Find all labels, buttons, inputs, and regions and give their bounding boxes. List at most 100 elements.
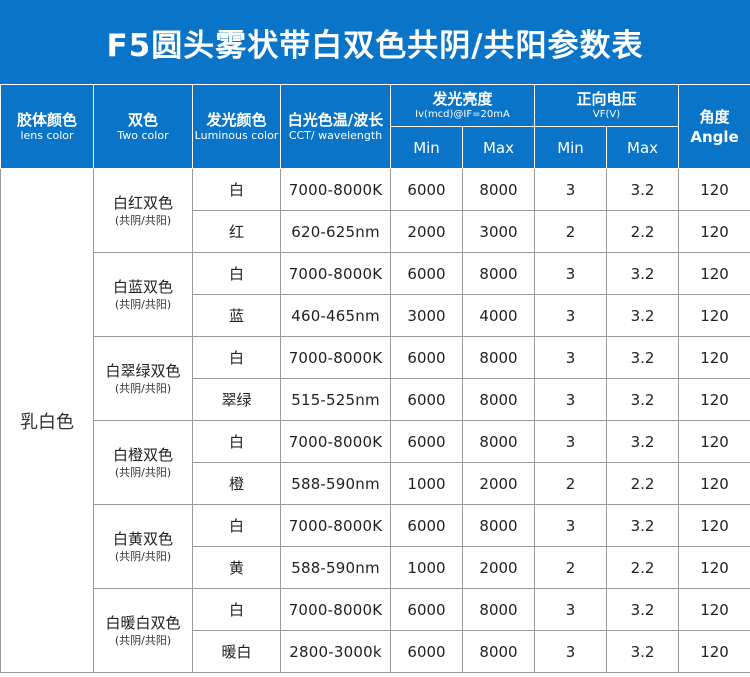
cell-vf-max: 3.2 [605, 168, 680, 211]
cell-vf-max: 2.2 [605, 546, 680, 589]
table-row: 白橙双色 (共阴/共阳) 白 7000-8000K 6000 8000 3 3.2 120 [1, 420, 750, 505]
header-iv-min: Min [390, 126, 463, 169]
cell-vf-max: 3.2 [605, 378, 680, 421]
cell-vf-min: 3 [534, 588, 607, 631]
header-two-color-en: Two color [117, 128, 169, 142]
cell-luminous-color: 橙 [192, 462, 281, 505]
header-lens-color: 胶体颜色 lens color [0, 84, 94, 169]
cell-vf-max: 2.2 [605, 210, 680, 253]
cell-luminous-color: 翠绿 [192, 378, 281, 421]
table-row: 白翠绿双色 (共阴/共阳) 白 7000-8000K 6000 8000 3 3.2 120 [1, 336, 750, 421]
header-vf-en: VF(V) [592, 109, 621, 120]
cell-iv-max: 3000 [462, 210, 535, 253]
parameter-table: 胶体颜色 lens color 双色 Two color 发光颜色 Lumino… [0, 84, 750, 673]
cell-iv-max: 8000 [462, 252, 535, 295]
table-row: 白暖白双色 (共阴/共阳) 白 7000-8000K 6000 8000 3 3.2 120 [1, 588, 750, 673]
two-color-name: 白黄双色 [112, 530, 173, 548]
cell-iv-min: 6000 [390, 378, 463, 421]
cell-cct: 2800-3000k [280, 630, 391, 673]
cell-vf-min: 2 [534, 210, 607, 253]
header-two-color-cn: 双色 [127, 110, 158, 129]
cell-two-color: 白蓝双色 (共阴/共阳) [93, 252, 193, 337]
header-angle-en: Angle [690, 127, 739, 146]
header-lens-color-cn: 胶体颜色 [16, 110, 77, 129]
cell-luminous-color: 白 [192, 336, 281, 379]
cell-angle: 120 [678, 252, 750, 295]
cell-angle: 120 [678, 336, 750, 379]
cell-angle: 120 [678, 210, 750, 253]
cell-iv-max: 8000 [462, 336, 535, 379]
header-luminous-intensity: 发光亮度 Iv(mcd)@IF=20mA [390, 84, 535, 127]
cell-vf-min: 3 [534, 504, 607, 547]
header-iv-cn: 发光亮度 [432, 90, 493, 108]
cell-angle: 120 [678, 630, 750, 673]
table-row: 暖白 2800-3000k 6000 8000 3 3.2 120 [1, 630, 750, 673]
two-color-sub: (共阴/共阳) [114, 298, 172, 311]
cell-two-color: 白暖白双色 (共阴/共阳) [93, 588, 193, 673]
table-row: 黄 588-590nm 1000 2000 2 2.2 120 [1, 546, 750, 589]
cell-cct: 515-525nm [280, 378, 391, 421]
header-luminous-color-en: Luminous color [194, 128, 279, 142]
cell-vf-min: 3 [534, 168, 607, 211]
cell-two-color: 白黄双色 (共阴/共阳) [93, 504, 193, 589]
cell-iv-max: 8000 [462, 378, 535, 421]
table-row: 翠绿 515-525nm 6000 8000 3 3.2 120 [1, 378, 750, 421]
header-lens-color-en: lens color [20, 128, 74, 142]
table-body: 乳白色 白红双色 (共阴/共阳) 白 7000-8000K 6000 8000 3 3.2 120… [0, 168, 750, 673]
cell-luminous-color: 黄 [192, 546, 281, 589]
cell-luminous-color: 白 [192, 420, 281, 463]
cell-angle: 120 [678, 588, 750, 631]
table-row: 白黄双色 (共阴/共阳) 白 7000-8000K 6000 8000 3 3.2 120 [1, 504, 750, 589]
cell-angle: 120 [678, 294, 750, 337]
cell-cct: 7000-8000K [280, 168, 391, 211]
page-title: F5圆头雾状带白双色共阴/共阳参数表 [0, 0, 750, 84]
header-iv-max: Max [462, 126, 535, 169]
cell-vf-min: 3 [534, 336, 607, 379]
cell-angle: 120 [678, 462, 750, 505]
cell-iv-min: 1000 [390, 546, 463, 589]
header-luminous-color: 发光颜色 Luminous color [192, 84, 281, 169]
two-color-sub: (共阴/共阳) [114, 382, 172, 395]
cell-iv-max: 8000 [462, 588, 535, 631]
header-iv-en: Iv(mcd)@IF=20mA [415, 109, 510, 120]
cell-iv-max: 8000 [462, 420, 535, 463]
cell-angle: 120 [678, 168, 750, 211]
cell-vf-max: 3.2 [605, 588, 680, 631]
cell-iv-max: 4000 [462, 294, 535, 337]
cell-iv-min: 6000 [390, 336, 463, 379]
cell-iv-min: 6000 [390, 252, 463, 295]
cell-iv-max: 2000 [462, 462, 535, 505]
cell-two-color: 白翠绿双色 (共阴/共阳) [93, 336, 193, 421]
header-cct-cn: 白光色温/波长 [287, 110, 384, 129]
cell-iv-max: 8000 [462, 504, 535, 547]
cell-iv-max: 8000 [462, 168, 535, 211]
cell-vf-min: 3 [534, 294, 607, 337]
cell-cct: 588-590nm [280, 546, 391, 589]
cell-iv-min: 3000 [390, 294, 463, 337]
cell-angle: 120 [678, 504, 750, 547]
cell-vf-min: 2 [534, 462, 607, 505]
cell-iv-min: 6000 [390, 504, 463, 547]
cell-angle: 120 [678, 378, 750, 421]
cell-cct: 7000-8000K [280, 504, 391, 547]
table-row: 红 620-625nm 2000 3000 2 2.2 120 [1, 210, 750, 253]
cell-vf-max: 3.2 [605, 336, 680, 379]
cell-iv-min: 2000 [390, 210, 463, 253]
cell-lens-color: 乳白色 [0, 168, 94, 673]
cell-vf-min: 3 [534, 630, 607, 673]
cell-vf-max: 3.2 [605, 420, 680, 463]
cell-vf-max: 3.2 [605, 504, 680, 547]
cell-luminous-color: 蓝 [192, 294, 281, 337]
cell-angle: 120 [678, 546, 750, 589]
cell-cct: 7000-8000K [280, 252, 391, 295]
cell-cct: 7000-8000K [280, 420, 391, 463]
two-color-sub: (共阴/共阳) [114, 214, 172, 227]
cell-cct: 620-625nm [280, 210, 391, 253]
cell-vf-max: 3.2 [605, 252, 680, 295]
cell-vf-min: 2 [534, 546, 607, 589]
header-angle: 角度 Angle [678, 84, 750, 169]
two-color-sub: (共阴/共阳) [114, 466, 172, 479]
table-row: 蓝 460-465nm 3000 4000 3 3.2 120 [1, 294, 750, 337]
cell-iv-min: 1000 [390, 462, 463, 505]
cell-vf-min: 3 [534, 378, 607, 421]
